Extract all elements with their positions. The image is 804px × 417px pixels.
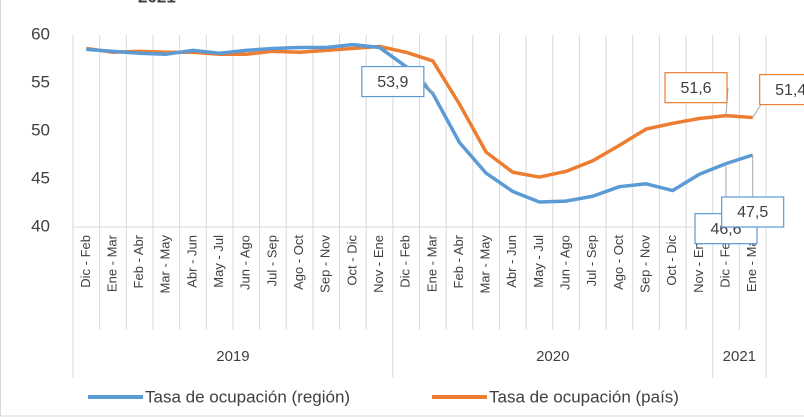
label-box (361, 65, 425, 98)
value-label: 53,9 (377, 74, 408, 91)
group-label: 2019 (216, 348, 249, 365)
x-tick-label: Sep - Nov (637, 235, 652, 293)
x-tick-label: Feb - Abr (451, 234, 466, 288)
x-tick-label: Jun - Ago (558, 235, 573, 290)
y-tick-label: 40 (31, 216, 50, 235)
chart-title: 2021 (138, 0, 176, 6)
x-tick-label: Ene - Mar (424, 234, 439, 292)
x-tick-label: Feb - Abr (131, 234, 146, 288)
x-tick-label: Oct - Dic (664, 235, 679, 286)
x-tick-label: May - Jul (531, 235, 546, 288)
x-tick-label: Abr - Jun (504, 235, 519, 288)
label-box (759, 73, 804, 106)
x-tick-label: Dic - Feb (78, 235, 93, 288)
y-tick-label: 55 (31, 72, 50, 91)
x-tick-label: Ene - Mar (104, 234, 119, 292)
value-label: 47,5 (737, 204, 768, 221)
legend-label: Tasa de ocupación (región) (145, 387, 350, 406)
x-tick-label: Ago - Oct (611, 235, 626, 290)
label-leader (424, 81, 434, 94)
x-tick-label: Ago - Oct (291, 235, 306, 290)
x-tick-label: Nov - Ene (691, 235, 706, 293)
x-tick-label: Nov - Ene (371, 235, 386, 293)
x-tick-label: May - Jul (211, 235, 226, 288)
value-label: 51,4 (775, 82, 804, 99)
x-tick-label: Mar - May (158, 235, 173, 294)
y-tick-label: 45 (31, 168, 50, 187)
group-label: 2021 (723, 348, 756, 365)
group-label: 2020 (536, 348, 569, 365)
y-tick-label: 50 (31, 120, 50, 139)
x-tick-label: Jun - Ago (238, 235, 253, 290)
value-label: 51,6 (680, 80, 711, 97)
x-tick-label: Dic - Feb (398, 235, 413, 288)
x-tick-label: Jul - Sep (584, 235, 599, 286)
x-tick-label: Dic - Feb (717, 235, 732, 288)
x-tick-label: Abr - Jun (184, 235, 199, 288)
x-tick-label: Oct - Dic (344, 235, 359, 286)
x-tick-label: Jul - Sep (264, 235, 279, 286)
x-tick-label: Mar - May (478, 235, 493, 294)
label-box (721, 196, 785, 228)
label-box (664, 72, 728, 104)
x-tick-label: Ene - Mar (744, 234, 759, 292)
legend-label: Tasa de ocupación (país) (489, 387, 679, 406)
y-tick-label: 60 (31, 24, 50, 43)
x-tick-label: Sep - Nov (318, 235, 333, 293)
